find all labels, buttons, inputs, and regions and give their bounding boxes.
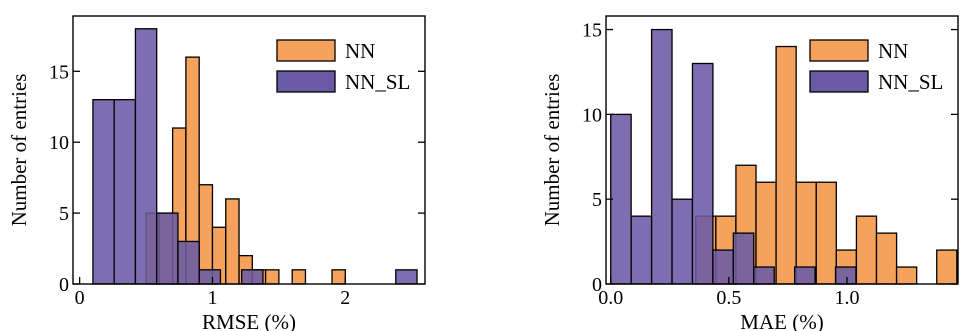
- histogram-bar: [895, 266, 918, 285]
- y-tick-label: 10: [582, 104, 602, 126]
- y-axis-label: Number of entries: [540, 74, 564, 227]
- x-tick-label: 1.0: [834, 287, 859, 309]
- y-tick-label: 0: [592, 274, 602, 296]
- y-tick-label: 15: [582, 20, 602, 42]
- legend-swatch: [809, 39, 869, 62]
- x-tick-label: 1: [207, 287, 217, 309]
- plot-frame: [605, 15, 959, 285]
- histogram-bar: [225, 198, 240, 285]
- histogram-bar: [732, 232, 755, 285]
- histogram-bar: [815, 181, 837, 285]
- histogram-bar: [198, 184, 214, 285]
- histogram-bar: [241, 269, 264, 285]
- chart-1: 0 1 2 0 5 10 15 RMSE (%) Number of entries NN NN_S…: [7, 15, 426, 331]
- histogram-bar: [198, 269, 222, 285]
- chart-2: 0.0 0.5 1.0 0 5 10 15 MAE (%) Number of entries N…: [540, 15, 959, 331]
- histogram-bar: [834, 266, 857, 285]
- x-tick-label: 0.0: [598, 287, 623, 309]
- legend: NN NN_SL: [809, 39, 943, 94]
- histogram-bar: [855, 215, 878, 285]
- legend: NN NN_SL: [276, 39, 410, 94]
- histogram-bar: [156, 212, 179, 285]
- histogram-bar: [936, 249, 958, 285]
- histogram-bar: [712, 249, 734, 285]
- histogram-bar: [264, 269, 280, 285]
- histogram-bar: [691, 62, 714, 285]
- x-tick-label: 0.5: [716, 287, 741, 309]
- histogram-bar: [331, 269, 346, 285]
- legend-label: NN: [878, 39, 908, 63]
- y-tick-label: 15: [49, 61, 69, 83]
- histogram-bar: [650, 28, 673, 285]
- x-axis-label: MAE (%): [740, 310, 823, 331]
- y-tick-label: 0: [59, 274, 69, 296]
- histogram-bar: [134, 28, 158, 285]
- histogram-bar: [793, 266, 816, 285]
- histogram-bar: [610, 113, 632, 285]
- series-nn-sl: [610, 28, 857, 285]
- y-tick-label: 5: [59, 203, 69, 225]
- chart-panels: 0 1 2 0 5 10 15 RMSE (%) Number of entries NN NN_S…: [7, 15, 959, 331]
- legend-label: NN_SL: [345, 70, 410, 94]
- plot-frame: [72, 15, 426, 285]
- y-tick-label: 5: [592, 189, 602, 211]
- histogram-bar: [875, 232, 898, 285]
- legend-swatch: [809, 70, 869, 93]
- x-axis-label: RMSE (%): [202, 310, 296, 331]
- legend-swatch: [276, 39, 336, 62]
- legend-label: NN_SL: [878, 70, 943, 94]
- series-nn-sl: [92, 28, 418, 285]
- y-axis-label: Number of entries: [7, 74, 31, 227]
- histogram-bar: [630, 215, 653, 285]
- histogram-bar: [291, 269, 307, 285]
- histogram-bar: [113, 99, 137, 285]
- histogram-bar: [753, 266, 775, 285]
- x-tick-label: 2: [340, 287, 350, 309]
- histogram-bar: [395, 269, 418, 285]
- legend-label: NN: [345, 39, 375, 63]
- histogram-bar: [775, 45, 797, 285]
- histogram-bar: [177, 240, 200, 285]
- x-tick-label: 0: [75, 287, 85, 309]
- histogram-bar: [671, 198, 694, 285]
- legend-swatch: [276, 70, 336, 93]
- histogram-bar: [92, 99, 115, 285]
- y-tick-label: 10: [49, 132, 69, 154]
